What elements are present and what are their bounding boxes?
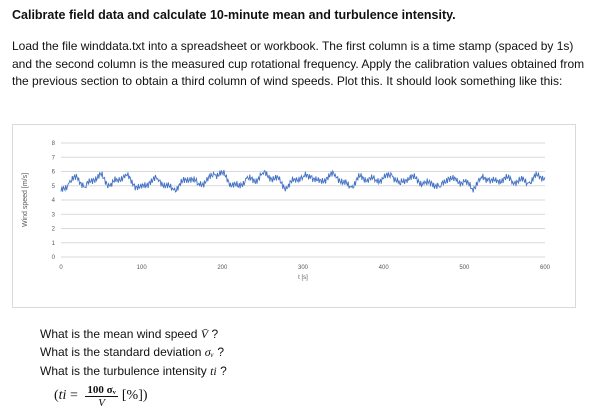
question-mean-text: What is the mean wind speed [40,327,201,341]
y-tick-label: 8 [52,141,56,147]
wind-speed-chart: 0 1 2 3 4 5 6 7 8 0 100 200 300 400 500 600 t [s] Wind sp… [12,124,576,308]
y-tick-label: 4 [52,198,56,204]
x-tick-label: 200 [217,265,228,271]
y-tick-label: 3 [52,212,56,218]
formula-fraction: 100 σᵥ V [85,384,118,409]
ti-symbol: ti [210,364,217,378]
chart-svg: 0 1 2 3 4 5 6 7 8 0 100 200 300 400 500 600 t [s] Wind sp… [22,141,551,281]
question-ti: What is the turbulence intensity ti ? [40,364,227,379]
x-tick-label: 400 [379,265,390,271]
question-mean: What is the mean wind speed V̄ ? [40,327,218,342]
question-std: What is the standard deviation σᵥ ? [40,345,224,360]
y-tick-label: 7 [52,155,56,161]
x-tick-label: 300 [298,265,309,271]
x-tick-label: 0 [59,265,63,271]
section-title: Calibrate field data and calculate 10-mi… [12,8,456,22]
question-std-text: What is the standard deviation [40,345,205,359]
formula-numerator: 100 σᵥ [85,383,118,397]
formula-unit: [%]) [121,388,148,403]
x-tick-label: 600 [540,265,551,271]
y-tick-label: 1 [52,241,56,247]
x-tick-label: 500 [459,265,470,271]
instructions-paragraph: Load the file winddata.txt into a spread… [12,39,585,88]
mean-symbol: V̄ [200,327,209,341]
y-tick-label: 2 [52,227,56,233]
formula-open: ( [54,388,59,403]
x-tick-label: 100 [137,265,148,271]
formula-denominator: V [98,396,105,409]
formula-lhs: ti [58,388,67,403]
y-tick-label: 6 [52,170,56,176]
wind-speed-series-line [60,169,546,193]
question-ti-suffix: ? [216,364,227,378]
y-tick-label: 0 [52,255,56,261]
x-axis-label: t [s] [298,275,308,281]
formula-equals: = [66,388,82,403]
y-axis-label: Wind speed [m/s] [22,173,29,227]
question-std-suffix: ? [214,345,225,359]
question-ti-text: What is the turbulence intensity [40,364,211,378]
question-mean-suffix: ? [208,327,219,341]
ti-formula: (ti = 100 σᵥ V [%]) [54,378,148,414]
std-symbol: σᵥ [204,345,215,359]
y-tick-label: 5 [52,184,56,190]
